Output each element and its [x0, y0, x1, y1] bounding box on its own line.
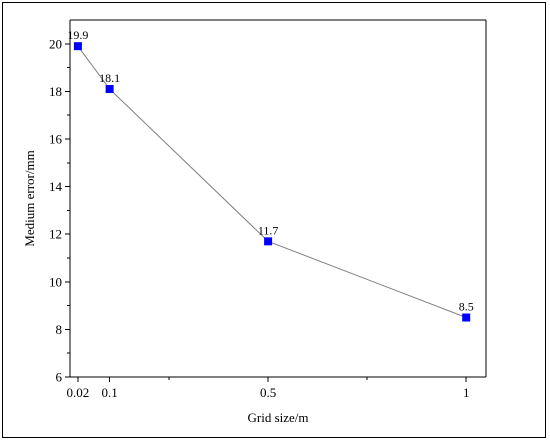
x-tick-label: 0.02: [67, 385, 90, 400]
figure-frame: [2, 2, 546, 438]
y-tick-label: 18: [49, 84, 62, 99]
y-tick-label: 12: [49, 227, 62, 242]
data-label: 18.1: [99, 71, 120, 85]
y-tick-label: 20: [49, 36, 62, 51]
x-tick-label: 0.5: [260, 385, 276, 400]
data-point-marker: [105, 85, 114, 94]
data-label: 8.5: [459, 300, 474, 314]
y-tick-label: 14: [49, 179, 63, 194]
x-tick-label: 1: [463, 385, 470, 400]
y-tick-label: 10: [49, 274, 62, 289]
data-point-marker: [462, 313, 471, 322]
y-tick-label: 8: [56, 322, 63, 337]
data-point-marker: [264, 237, 273, 246]
series-line: [77, 45, 467, 318]
x-tick-label: 0.1: [101, 385, 117, 400]
x-axis-title: Grid size/m: [247, 410, 308, 425]
series-layer: 19.9 18.1 11.7 8.5: [67, 28, 474, 322]
axes: 6 8 10 12 14 16 18 20 0.02 0.1 0.5 1: [49, 19, 487, 400]
y-axis-title: Medium error/mm: [22, 150, 37, 246]
data-label: 19.9: [67, 28, 88, 42]
data-point-marker: [73, 42, 82, 51]
y-tick-label: 16: [49, 132, 63, 147]
y-tick-label: 6: [56, 370, 63, 385]
data-label: 11.7: [258, 223, 279, 237]
